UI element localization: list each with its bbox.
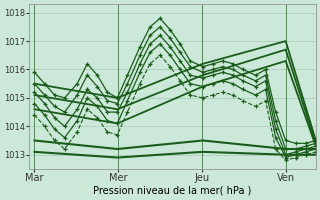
X-axis label: Pression niveau de la mer( hPa ): Pression niveau de la mer( hPa )	[93, 186, 252, 196]
